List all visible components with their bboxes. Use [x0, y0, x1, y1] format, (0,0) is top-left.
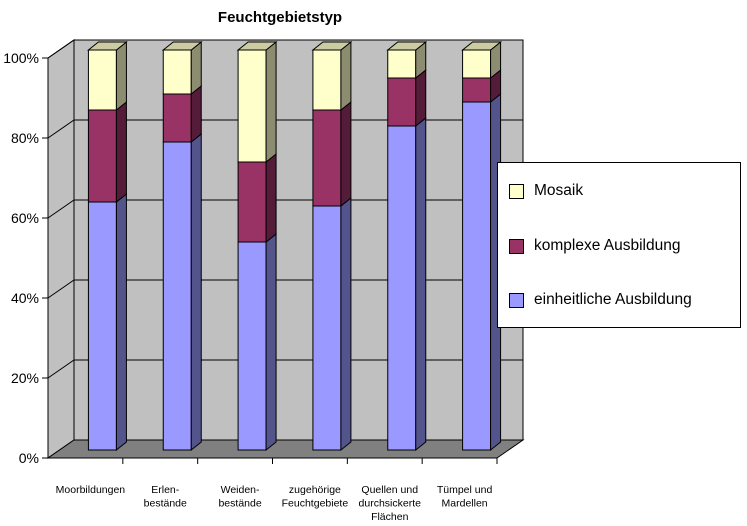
bar-front-face	[162, 49, 192, 95]
legend-label-mosaik: Mosaik	[534, 182, 584, 199]
bar-front-face	[312, 49, 342, 111]
bar-side-face	[340, 100, 352, 208]
bar-front-face	[462, 77, 492, 103]
bar-segment-komplexe-ausbildung	[162, 84, 202, 144]
y-tick-label: 0%	[19, 450, 39, 466]
bar-side-face	[190, 84, 202, 144]
chart-back-wall	[73, 39, 524, 441]
gridline	[47, 359, 523, 379]
x-tick-label: Erlen-bestände	[144, 484, 187, 510]
x-tick-label: Quellen und durchsickerte Flächen	[359, 484, 422, 523]
bar-segment-einheitliche-ausbildung	[87, 192, 127, 452]
legend-entry-mosaik: Mosaik	[509, 182, 583, 200]
bar-side-face	[340, 196, 352, 452]
gridline	[47, 199, 523, 219]
bar-front-face	[462, 101, 492, 451]
gridline	[47, 279, 523, 299]
bar-segment-einheitliche-ausbildung	[312, 196, 352, 452]
bar-front-face	[387, 49, 417, 79]
bar-segment-komplexe-ausbildung	[312, 100, 352, 208]
bar-segment-mosaik	[237, 40, 277, 164]
y-tick-label: 40%	[11, 290, 39, 306]
chart-legend: Mosaik komplexe Ausbildung einheitliche …	[497, 162, 741, 328]
bar-top-cap	[161, 41, 203, 51]
bar-segment-einheitliche-ausbildung	[462, 92, 502, 452]
legend-label-einheitliche-ausbildung: einheitliche Ausbildung	[534, 291, 692, 308]
x-tick-label: Moorbildungen	[56, 484, 126, 496]
x-tick-label: zugehörige Feuchtgebiete	[282, 484, 349, 510]
bar-side-face	[340, 40, 352, 112]
bar-top-cap	[461, 41, 503, 51]
bar-segment-mosaik	[462, 40, 502, 80]
bar-front-face	[87, 201, 117, 451]
y-tick-label: 60%	[11, 210, 39, 226]
bar-segment-mosaik	[162, 40, 202, 96]
bar-segment-komplexe-ausbildung	[87, 100, 127, 204]
bar-segment-einheitliche-ausbildung	[237, 232, 277, 452]
legend-entry-komplexe-ausbildung: komplexe Ausbildung	[509, 237, 681, 255]
bar-side-face	[415, 116, 427, 452]
y-tick-label: 20%	[11, 370, 39, 386]
bar-side-face	[115, 192, 127, 452]
y-tick-label: 100%	[3, 50, 39, 66]
bar-segment-mosaik	[387, 40, 427, 80]
bar-side-face	[415, 68, 427, 128]
bar-front-face	[462, 49, 492, 79]
bar-side-face	[115, 40, 127, 112]
gridline	[47, 119, 523, 139]
legend-label-komplexe-ausbildung: komplexe Ausbildung	[534, 237, 681, 254]
bar-top-cap	[86, 41, 128, 51]
legend-swatch-mosaik	[509, 183, 524, 199]
bar-side-face	[265, 232, 277, 452]
bar-segment-einheitliche-ausbildung	[387, 116, 427, 452]
bar-segment-einheitliche-ausbildung	[162, 132, 202, 452]
bar-front-face	[387, 125, 417, 451]
chart-side-wall	[47, 39, 75, 459]
x-tick-label: Weiden-bestände	[218, 484, 261, 510]
bar-segment-mosaik	[312, 40, 352, 112]
legend-swatch-einheitliche-ausbildung	[509, 292, 524, 308]
bar-front-face	[237, 49, 267, 163]
bar-side-face	[265, 40, 277, 164]
bar-front-face	[237, 241, 267, 451]
chart-title: Feuchtgebietstyp	[217, 9, 343, 26]
legend-swatch-komplexe-ausbildung	[509, 238, 524, 254]
bar-segment-komplexe-ausbildung	[237, 152, 277, 244]
bar-front-face	[162, 93, 192, 143]
bar-front-face	[87, 109, 117, 203]
bar-front-face	[237, 161, 267, 243]
bar-side-face	[115, 100, 127, 204]
bar-top-cap	[311, 41, 353, 51]
legend-entry-einheitliche-ausbildung: einheitliche Ausbildung	[509, 291, 692, 309]
gridline	[47, 39, 523, 59]
x-tick-label: Tümpel und Mardellen	[437, 484, 493, 510]
bar-segment-komplexe-ausbildung	[462, 68, 502, 104]
bar-segment-mosaik	[87, 40, 127, 112]
bar-side-face	[265, 152, 277, 244]
y-tick-label: 80%	[11, 130, 39, 146]
bar-top-cap	[236, 41, 278, 51]
bar-side-face	[190, 132, 202, 452]
bar-front-face	[312, 205, 342, 451]
bar-front-face	[162, 141, 192, 451]
bar-front-face	[87, 49, 117, 111]
bar-front-face	[312, 109, 342, 207]
bar-top-cap	[386, 41, 428, 51]
bar-side-face	[190, 40, 202, 96]
bar-front-face	[387, 77, 417, 127]
